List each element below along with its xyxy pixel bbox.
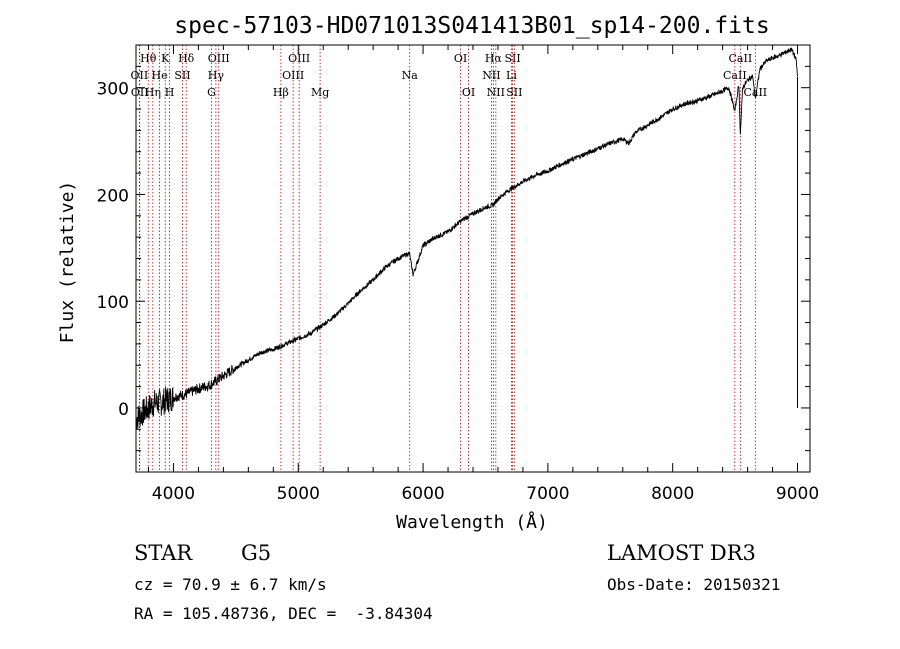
redshift-cz: cz = 70.9 ± 6.7 km/s xyxy=(134,575,327,594)
spectral-line-label-12: Hβ xyxy=(273,86,289,99)
x-axis-label: Wavelength (Å) xyxy=(396,511,548,533)
survey-label: LAMOST DR3 xyxy=(607,541,756,565)
spectral-line-label-7: Hδ xyxy=(178,52,195,65)
y-tick-label-0: 0 xyxy=(118,400,129,420)
x-tick-label-8000: 8000 xyxy=(651,484,694,504)
spectral-line-label-24: SII xyxy=(506,86,522,99)
x-tick-label-7000: 7000 xyxy=(526,484,569,504)
plot-frame xyxy=(135,44,811,473)
spectral-line-label-23: Li xyxy=(506,69,517,82)
spectral-line-label-2: OII xyxy=(131,86,149,99)
chart-title: spec-57103-HD071013S041413B01_sp14-200.f… xyxy=(174,13,769,39)
spectral-line-label-25: CaII xyxy=(729,52,753,65)
spectral-line-label-3: Hη xyxy=(145,86,161,99)
y-tick-label-300: 300 xyxy=(97,80,129,100)
spectral-line-label-10: Hγ xyxy=(208,69,225,82)
spectral-line-label-14: OIII xyxy=(282,69,304,82)
spectral-line-label-17: OI xyxy=(454,52,467,65)
y-tick-label-100: 100 xyxy=(97,293,129,313)
spectral-line-label-5: He xyxy=(152,69,168,82)
spectral-line-label-1: OII xyxy=(131,69,149,82)
spectral-line-label-18: OI xyxy=(462,86,475,99)
spectral-line-label-22: SII xyxy=(504,52,520,65)
coordinates: RA = 105.48736, DEC = -3.84304 xyxy=(134,604,433,623)
y-axis-label: Flux (relative) xyxy=(57,181,78,344)
spectral-line-label-21: NII xyxy=(487,86,505,99)
spectral-line-label-9: OIII xyxy=(208,52,230,65)
spectral-line-label-6: H xyxy=(165,86,175,99)
x-tick-label-5000: 5000 xyxy=(277,484,320,504)
spectral-line-label-27: CaII xyxy=(743,86,767,99)
spectral-line-label-4: K xyxy=(161,52,170,65)
spectral-line-label-11: G xyxy=(207,86,216,99)
object-type: STAR xyxy=(134,541,193,565)
x-tick-label-9000: 9000 xyxy=(776,484,819,504)
spectral-line-label-15: Mg xyxy=(311,86,329,99)
spectrum-trace xyxy=(135,47,798,429)
spectral-subclass: G5 xyxy=(241,541,272,565)
x-tick-label-4000: 4000 xyxy=(152,484,195,504)
spectral-line-label-19: Hα xyxy=(485,52,503,65)
obs-date: Obs-Date: 20150321 xyxy=(607,575,781,594)
spectral-line-label-0: Hθ xyxy=(140,52,157,65)
y-tick-label-200: 200 xyxy=(97,186,129,206)
x-tick-label-6000: 6000 xyxy=(401,484,444,504)
spectral-line-label-13: OIII xyxy=(288,52,310,65)
spectral-line-label-26: CaII xyxy=(723,69,747,82)
spectral-line-label-16: Na xyxy=(402,69,419,82)
spectral-line-label-20: NII xyxy=(482,69,500,82)
spectral-line-label-8: SII xyxy=(174,69,190,82)
